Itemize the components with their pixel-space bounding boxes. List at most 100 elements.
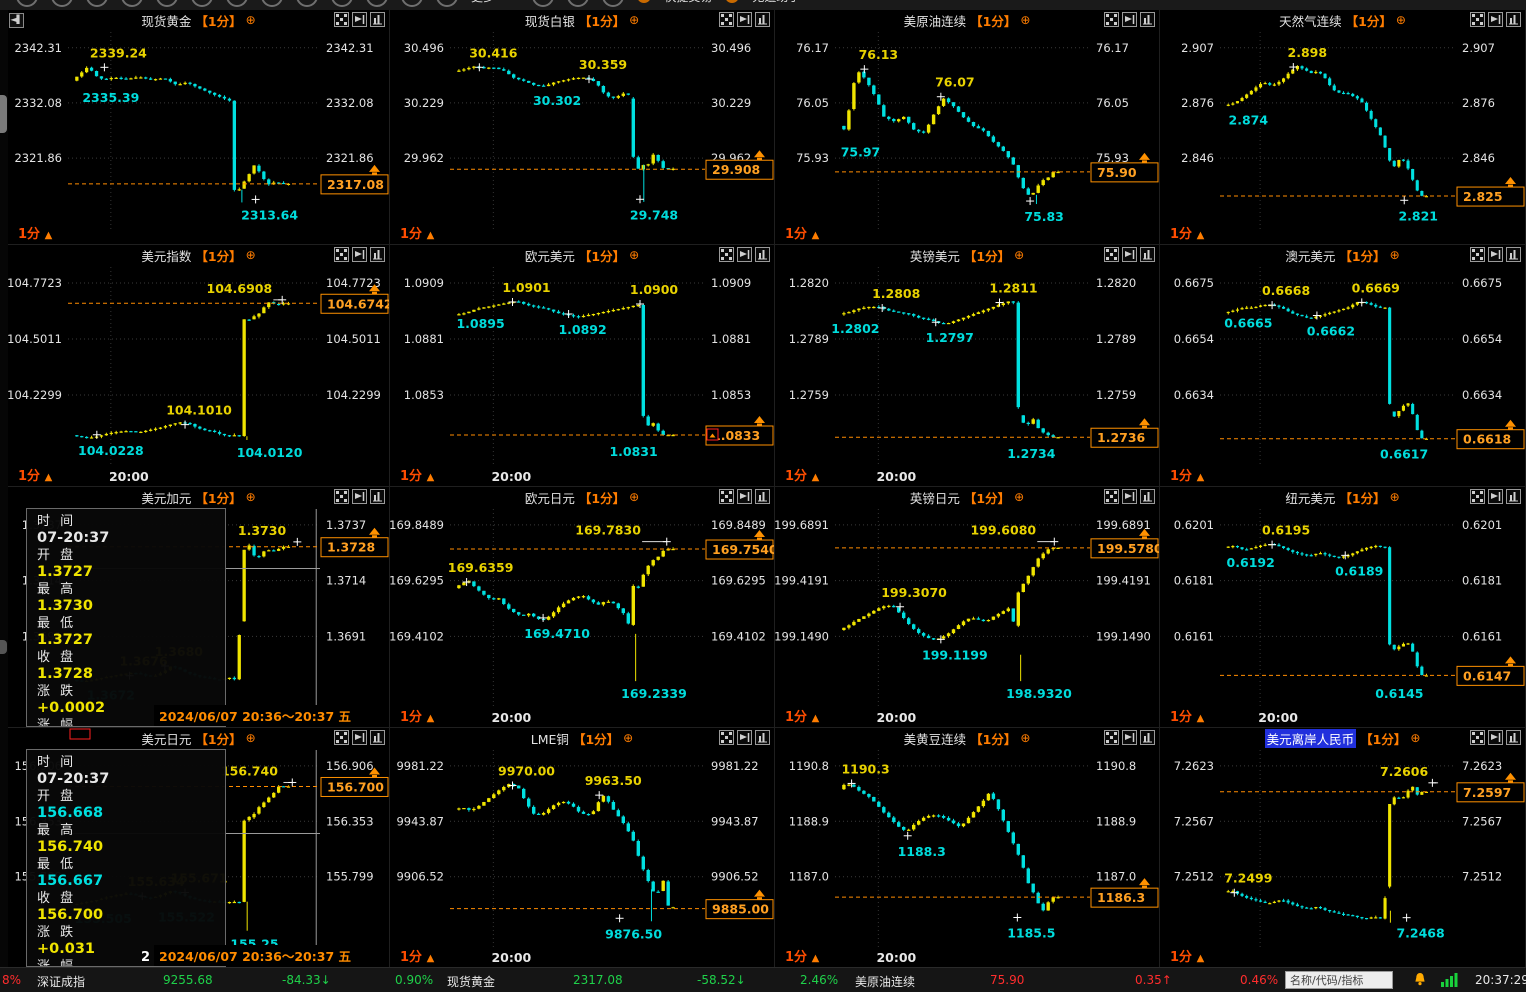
ticker-name[interactable]: 现货黄金 [447, 975, 496, 989]
draw-line-icon[interactable] [602, 0, 625, 7]
toolbar-period-icon[interactable] [366, 0, 388, 7]
candlestick-chart[interactable]: 1190.8 1190.8 1188.9 1188.9 1187.0 1187.0 20:0… [775, 728, 1160, 968]
period-selector[interactable]: 1分 ▲ [400, 227, 435, 242]
chart-scale-icon[interactable] [1506, 12, 1521, 27]
chart-flag-icon[interactable] [737, 247, 752, 262]
assistant-icon[interactable] [725, 0, 740, 3]
chart-panel-英镑日元[interactable]: 199.6891 199.6891 199.4191 199.4191 199.1490… [775, 487, 1160, 728]
layout-grid-icon[interactable] [1104, 247, 1119, 262]
chart-title[interactable]: 美原油连续 [903, 13, 967, 29]
chart-title[interactable]: LME铜 [530, 731, 569, 747]
chart-scale-icon[interactable] [1506, 247, 1521, 262]
quick-trade-icon[interactable] [637, 0, 652, 3]
chart-scale-icon[interactable] [370, 730, 385, 745]
chart-scale-icon[interactable] [755, 730, 770, 745]
chart-panel-欧元美元[interactable]: 1.0909 1.0909 1.0881 1.0881 1.0853 1.0853 20:0… [390, 245, 775, 487]
period-selector[interactable]: 1分 ▲ [785, 950, 820, 965]
period-selector[interactable]: 1分 ▲ [1170, 710, 1205, 725]
chart-flag-icon[interactable] [352, 12, 367, 27]
toolbar-more-button[interactable]: 更多 [471, 0, 495, 5]
chart-panel-英镑美元[interactable]: 1.2820 1.2820 1.2789 1.2789 1.2759 1.2759 20:0… [775, 245, 1160, 487]
ticker-name[interactable]: 美原油连续 [855, 975, 916, 989]
candlestick-chart[interactable]: 169.8489 169.8489 169.6295 169.6295 169.4102… [390, 487, 775, 728]
chart-panel-澳元美元[interactable]: 0.6675 0.6675 0.6654 0.6654 0.6634 0.6634 0.66… [1160, 245, 1526, 487]
period-selector[interactable]: 1分 ▲ [400, 950, 435, 965]
chart-scale-icon[interactable] [370, 489, 385, 504]
add-indicator-icon[interactable]: ⊕ [1020, 731, 1031, 745]
layout-grid-icon[interactable] [1470, 12, 1485, 27]
period-selector[interactable]: 1分 ▲ [1170, 227, 1205, 242]
layout-grid-icon[interactable] [1104, 730, 1119, 745]
chart-panel-美元日元[interactable]: 156.906156.906156.353156.353155.799155.7… [8, 728, 390, 968]
chart-scale-icon[interactable] [370, 247, 385, 262]
chart-flag-icon[interactable] [1488, 730, 1503, 745]
toolbar-quick-trade-button[interactable]: 快捷交易 [664, 0, 712, 5]
candlestick-chart[interactable]: 2.907 2.907 2.876 2.876 2.846 2.846 2.825 2.898… [1160, 10, 1526, 245]
chart-title[interactable]: 美元日元 [141, 731, 192, 747]
toolbar-period-icon[interactable] [401, 0, 423, 7]
toolbar-period-icon[interactable] [226, 0, 248, 7]
chart-panel-现货黄金[interactable]: 2342.31 2342.31 2332.08 2332.08 2321.86 2321.… [8, 10, 390, 245]
chart-title[interactable]: 现货白银 [524, 13, 575, 29]
layout-grid-icon[interactable] [1470, 247, 1485, 262]
layout-grid-icon[interactable] [1470, 730, 1485, 745]
chart-title[interactable]: 天然气连续 [1279, 13, 1342, 29]
chart-flag-icon[interactable] [1122, 489, 1137, 504]
add-indicator-icon[interactable]: ⊕ [629, 13, 640, 27]
period-selector[interactable]: 1分 ▲ [1170, 950, 1205, 965]
chart-scale-icon[interactable] [370, 12, 385, 27]
layout-grid-icon[interactable] [334, 489, 349, 504]
chart-title[interactable]: 美元离岸人民币 [1264, 728, 1357, 748]
chart-panel-美原油连续[interactable]: 76.17 76.17 76.05 76.05 75.93 75.93 75.90 76.13… [775, 10, 1160, 245]
chart-flag-icon[interactable] [1122, 247, 1137, 262]
add-indicator-icon[interactable]: ⊕ [1410, 731, 1421, 745]
period-selector[interactable]: 1分 ▲ [18, 227, 53, 242]
chart-flag-icon[interactable] [352, 730, 367, 745]
chart-scale-icon[interactable] [755, 489, 770, 504]
toolbar-period-icon[interactable] [86, 0, 108, 7]
period-selector[interactable]: 1分 ▲ [785, 227, 820, 242]
toolbar-period-icon[interactable] [331, 0, 353, 7]
candlestick-chart[interactable]: 7.2623 7.2623 7.2567 7.2567 7.2512 7.2512 7.25… [1160, 728, 1526, 968]
layout-grid-icon[interactable] [719, 247, 734, 262]
toolbar-period-icon[interactable] [261, 0, 283, 7]
side-panel-handle-small[interactable] [0, 640, 7, 654]
candlestick-chart[interactable]: 104.7723 104.7723 104.5011 104.5011 104.2299… [8, 245, 390, 487]
chart-flag-icon[interactable] [737, 730, 752, 745]
period-selector[interactable]: 1分 ▲ [1170, 469, 1205, 484]
notification-bell-icon[interactable] [1413, 972, 1427, 991]
chart-flag-icon[interactable] [1122, 12, 1137, 27]
chart-panel-美元离岸人民币[interactable]: 7.2623 7.2623 7.2567 7.2567 7.2512 7.2512 7.25… [1160, 728, 1526, 968]
toolbar-period-icon[interactable] [296, 0, 318, 7]
chart-scale-icon[interactable] [755, 247, 770, 262]
chart-scale-icon[interactable] [1140, 489, 1155, 504]
period-selector[interactable]: 1分 ▲ [18, 469, 53, 484]
add-indicator-icon[interactable]: ⊕ [245, 731, 256, 745]
chart-title[interactable]: 美元指数 [141, 248, 192, 264]
layout-grid-icon[interactable] [334, 730, 349, 745]
chart-panel-欧元日元[interactable]: 169.8489 169.8489 169.6295 169.6295 169.4102… [390, 487, 775, 728]
add-indicator-icon[interactable]: ⊕ [245, 13, 256, 27]
chart-flag-icon[interactable] [737, 489, 752, 504]
chart-title[interactable]: 英镑美元 [909, 248, 960, 264]
chart-title[interactable]: 纽元美元 [1285, 490, 1336, 506]
chart-panel-美元加元[interactable]: 1.37371.37371.37141.37141.36911.36911.37… [8, 487, 390, 728]
candlestick-chart[interactable]: 1.2820 1.2820 1.2789 1.2789 1.2759 1.2759 20:0… [775, 245, 1160, 487]
chart-title[interactable]: 英镑日元 [909, 490, 960, 506]
add-indicator-icon[interactable]: ⊕ [629, 490, 640, 504]
candlestick-chart[interactable]: 0.6675 0.6675 0.6654 0.6654 0.6634 0.6634 0.66… [1160, 245, 1526, 487]
chart-scale-icon[interactable] [1140, 247, 1155, 262]
chart-scale-icon[interactable] [1140, 12, 1155, 27]
toolbar-period-icon[interactable] [121, 0, 143, 7]
toolbar-assistant-button[interactable]: 无道助手 [752, 0, 800, 5]
period-selector[interactable]: 1分 ▲ [400, 710, 435, 725]
layout-grid-icon[interactable] [1104, 489, 1119, 504]
period-selector[interactable]: 1分 ▲ [400, 469, 435, 484]
layout-grid-icon[interactable] [719, 12, 734, 27]
chart-panel-纽元美元[interactable]: 0.6201 0.6201 0.6181 0.6181 0.6161 0.6161 20:0… [1160, 487, 1526, 728]
chart-flag-icon[interactable] [1122, 730, 1137, 745]
layout-grid-icon[interactable] [1104, 12, 1119, 27]
layout-grid-icon[interactable] [334, 12, 349, 27]
chart-title[interactable]: 美黄豆连续 [903, 731, 967, 747]
